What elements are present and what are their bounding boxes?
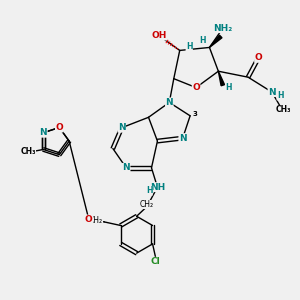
Polygon shape [209, 35, 222, 47]
Text: H: H [146, 186, 152, 195]
Text: H: H [277, 91, 284, 100]
Text: OH: OH [151, 31, 166, 40]
Text: H: H [226, 83, 232, 92]
Text: H: H [199, 36, 205, 45]
Text: O: O [255, 53, 262, 62]
Text: CH₃: CH₃ [276, 105, 292, 114]
Polygon shape [218, 71, 224, 86]
Text: H: H [186, 42, 193, 51]
Text: CH₂: CH₂ [140, 200, 154, 208]
Text: NH: NH [150, 183, 165, 192]
Text: 3: 3 [192, 111, 197, 117]
Text: N: N [122, 163, 130, 172]
Text: NH₂: NH₂ [213, 24, 232, 33]
Text: CH₃: CH₃ [20, 147, 36, 156]
Text: N: N [118, 123, 126, 132]
Text: Cl: Cl [150, 257, 160, 266]
Text: CH₂: CH₂ [89, 216, 103, 225]
Text: N: N [40, 128, 47, 137]
Text: N: N [179, 134, 187, 142]
Text: O: O [85, 215, 93, 224]
Text: N: N [268, 88, 276, 97]
Text: O: O [56, 123, 63, 132]
Text: O: O [192, 83, 200, 92]
Text: N: N [166, 98, 173, 107]
